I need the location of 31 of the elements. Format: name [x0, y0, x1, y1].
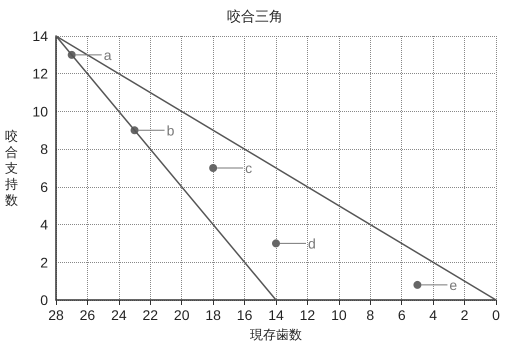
x-tick-label: 28	[48, 307, 64, 323]
x-axis-title: 現存歯数	[250, 327, 302, 342]
y-tick-label: 4	[40, 216, 48, 233]
x-tick-label: 20	[174, 307, 190, 323]
y-tick-label: 14	[32, 28, 48, 44]
x-tick-label: 26	[80, 307, 96, 323]
x-tick-label: 4	[429, 307, 438, 323]
annotation: b	[166, 122, 175, 138]
y-tick-label: 12	[32, 66, 48, 82]
y-tick-label: 10	[32, 103, 48, 120]
x-tick-label: 18	[205, 307, 222, 323]
y-tick-label: 0	[40, 292, 48, 308]
annotation: d	[308, 235, 316, 252]
x-tick-label: 10	[331, 307, 347, 323]
chart-title: 咬合三角	[227, 8, 283, 24]
annotation: c	[245, 160, 252, 176]
x-tick-label: 8	[366, 307, 374, 323]
y-tick-label: 2	[40, 254, 48, 270]
x-tick-label: 12	[300, 307, 316, 323]
annotation: a	[104, 46, 112, 63]
x-tick-label: 24	[111, 307, 127, 323]
x-tick-label: 16	[236, 307, 253, 323]
y-tick-label: 8	[40, 141, 48, 158]
annotation: e	[449, 276, 458, 293]
x-tick-label: 2	[460, 307, 469, 323]
x-tick-label: 22	[142, 307, 158, 323]
x-tick-label: 14	[268, 307, 284, 323]
x-tick-label: 6	[398, 307, 406, 323]
x-tick-label: 0	[492, 307, 500, 323]
y-tick-label: 6	[40, 178, 48, 195]
y-axis-title: 咬合支持数	[5, 128, 18, 208]
